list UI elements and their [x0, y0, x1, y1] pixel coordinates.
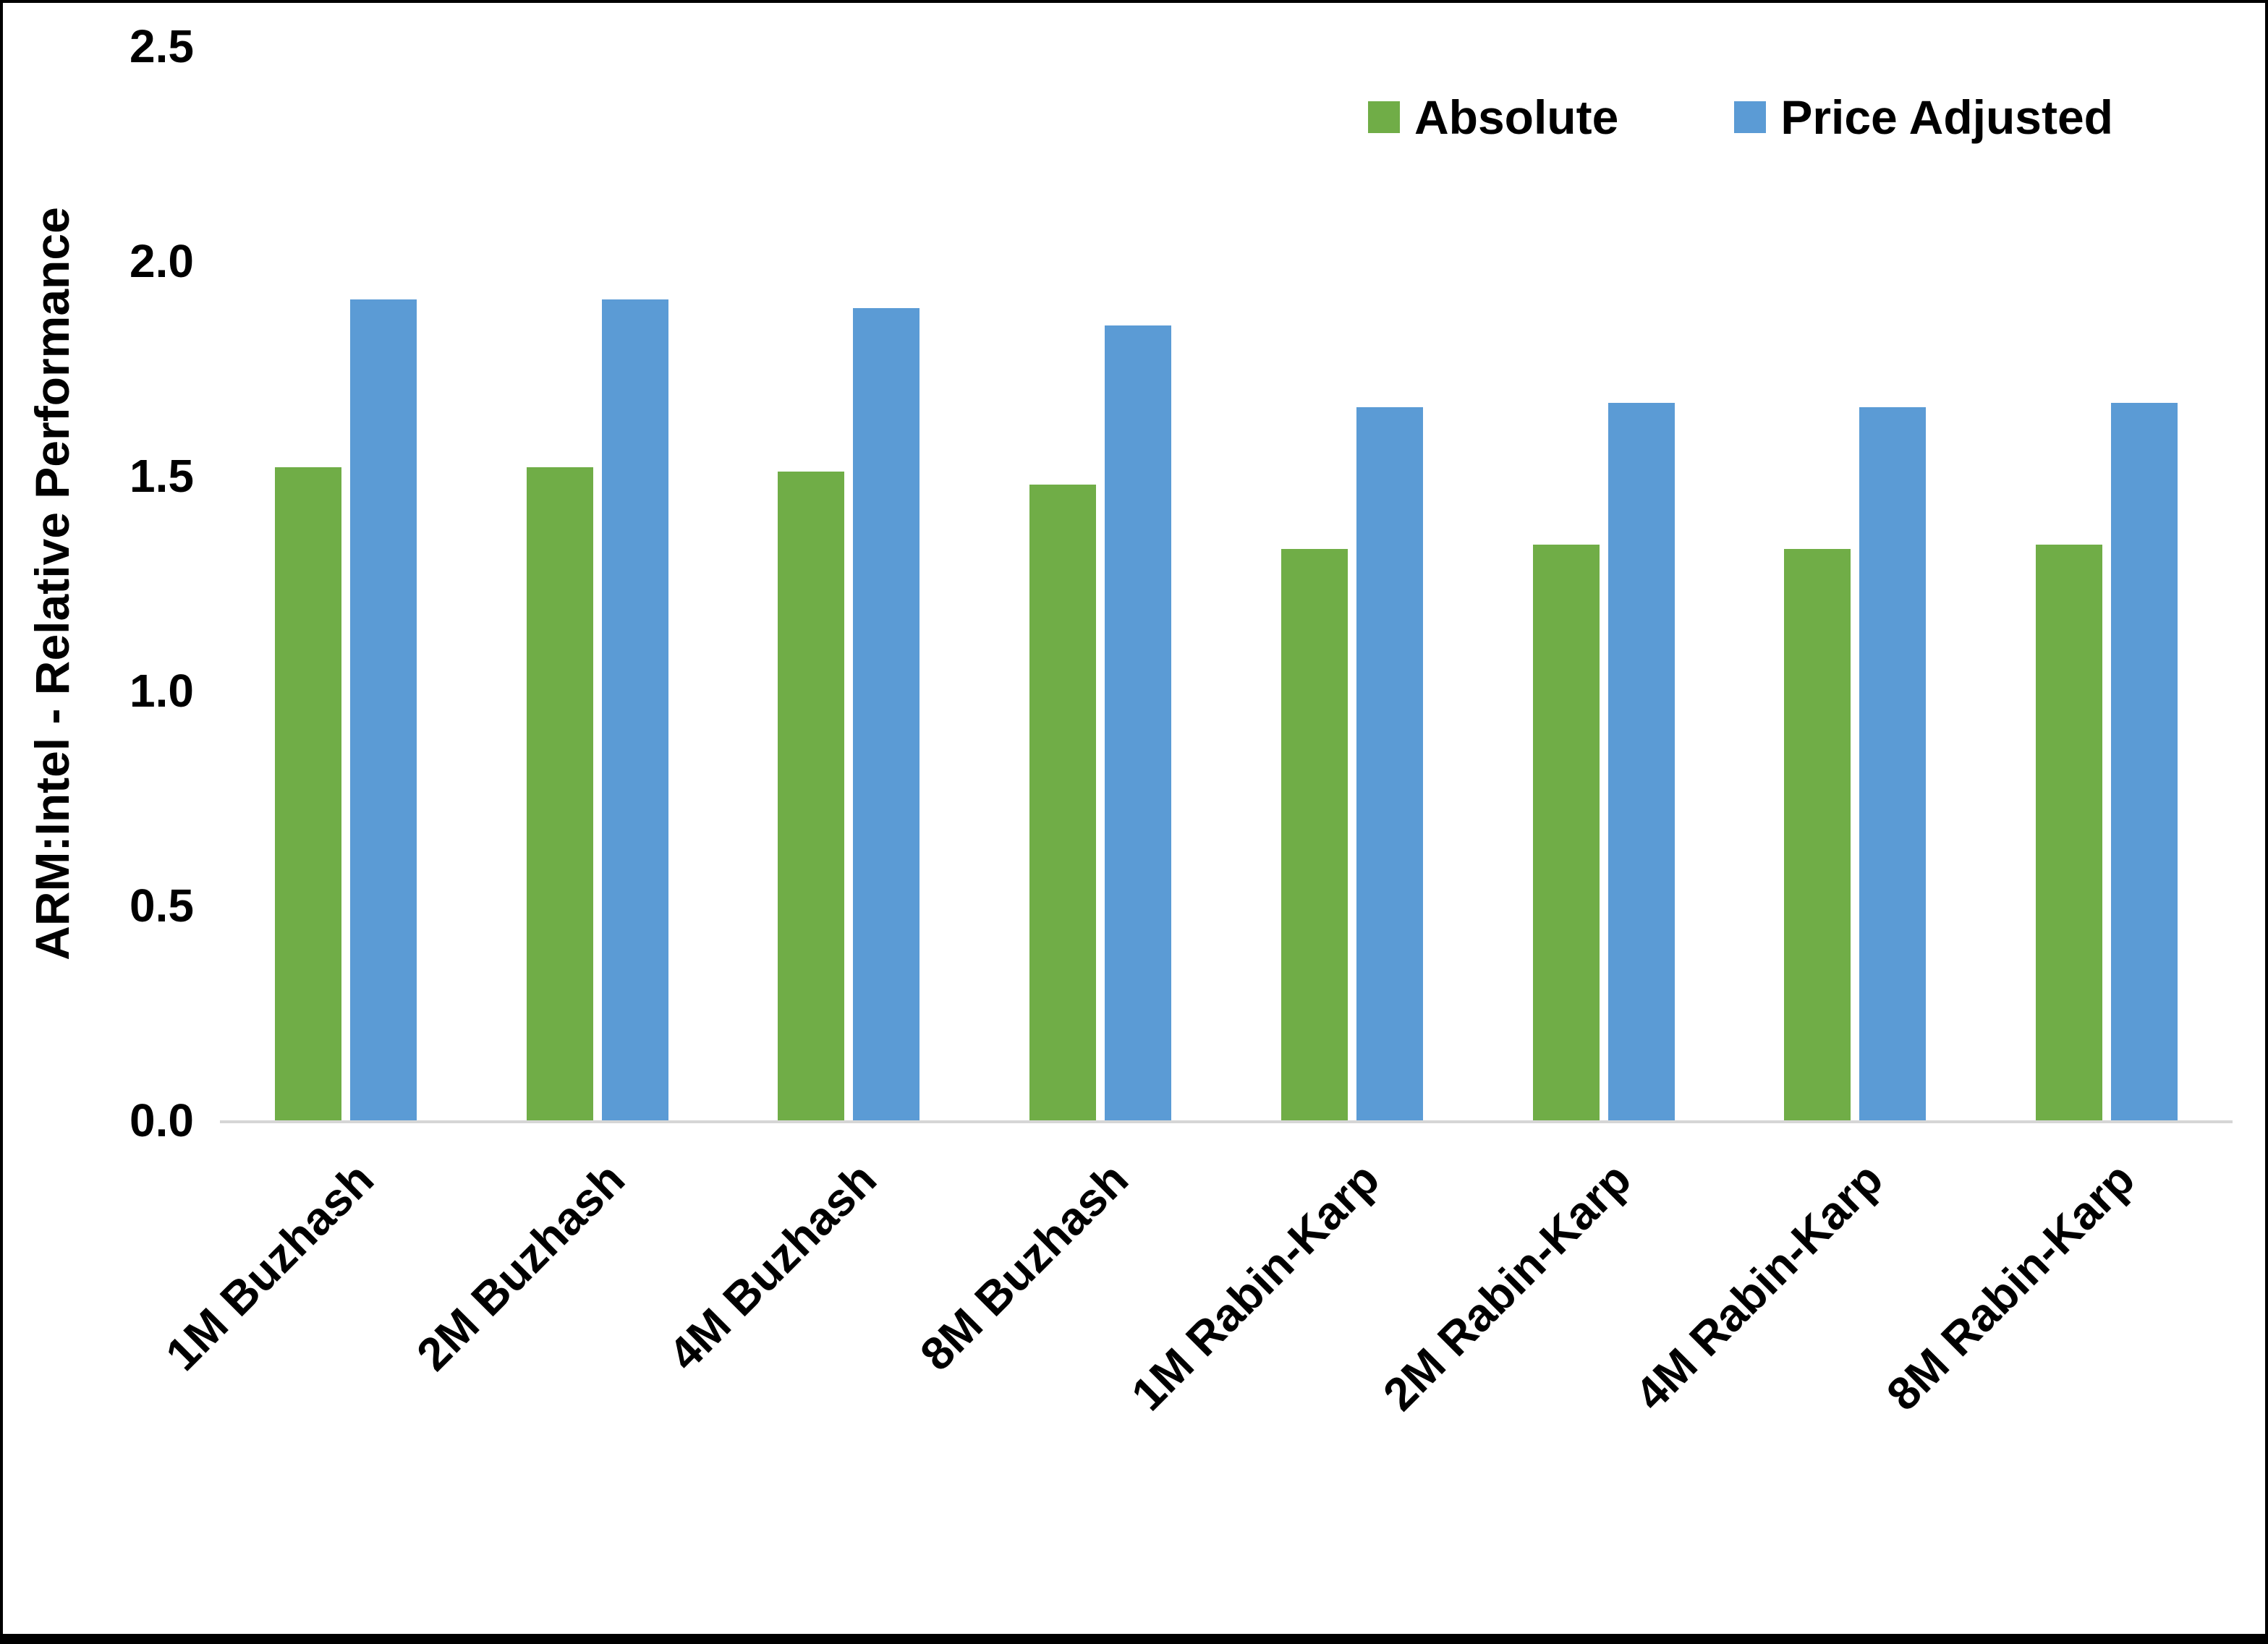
legend-swatch-icon	[1734, 101, 1767, 133]
x-tick-label: 2M Buzhash	[407, 1152, 635, 1381]
bar-group-1m-buzhash	[274, 46, 417, 1120]
bar-price-adjusted-2m-buzhash	[601, 299, 668, 1120]
x-tick-label: 8M Buzhash	[909, 1152, 1138, 1381]
y-tick-label: 1.5	[129, 450, 194, 502]
bar-absolute-1m-rabin-karp	[1280, 548, 1348, 1120]
x-tick-label: 4M Rabin-Karp	[1624, 1152, 1893, 1421]
bar-absolute-2m-buzhash	[526, 467, 593, 1120]
y-tick-label: 1.0	[129, 665, 194, 717]
legend-label: Absolute	[1414, 90, 1619, 144]
y-axis-ticks: 0.0 0.5 1.0 1.5 2.0 2.5	[88, 23, 211, 1143]
bar-absolute-8m-buzhash	[1029, 484, 1097, 1120]
x-tick-label: 1M Rabin-Karp	[1121, 1152, 1390, 1421]
x-tick-label: 1M Buzhash	[155, 1152, 383, 1381]
bar-group-1m-rabin-karp	[1280, 46, 1423, 1120]
x-tick-label: 2M Rabin-Karp	[1373, 1152, 1641, 1421]
bar-absolute-1m-buzhash	[274, 467, 341, 1120]
y-axis-title: ARM:Intel - Relative Performance	[16, 46, 88, 1120]
bar-group-2m-buzhash	[526, 46, 668, 1120]
legend-label: Price Adjusted	[1780, 90, 2113, 144]
legend-swatch-icon	[1367, 101, 1400, 133]
bar-price-adjusted-4m-buzhash	[853, 308, 920, 1120]
bar-price-adjusted-1m-buzhash	[349, 299, 417, 1120]
bar-price-adjusted-4m-rabin-karp	[1859, 406, 1927, 1120]
bar-group-8m-buzhash	[1029, 46, 1172, 1120]
x-tick-label: 4M Buzhash	[658, 1152, 886, 1381]
bar-absolute-8m-rabin-karp	[2036, 545, 2103, 1120]
bar-price-adjusted-8m-buzhash	[1105, 325, 1172, 1120]
legend: Absolute Price Adjusted	[1367, 90, 2113, 145]
legend-item-price-adjusted: Price Adjusted	[1734, 90, 2113, 145]
y-tick-label: 0.5	[129, 880, 194, 932]
bar-chart-figure: ARM:Intel - Relative Performance 0.0 0.5 1…	[3, 3, 2265, 1634]
x-axis-labels: 1M Buzhash 2M Buzhash 4M Buzhash 8M Buzhash…	[156, 1123, 2233, 1572]
bar-price-adjusted-8m-rabin-karp	[2111, 403, 2178, 1120]
y-tick-label: 0.0	[129, 1094, 194, 1146]
y-axis-title-text: ARM:Intel - Relative Performance	[25, 206, 80, 961]
y-tick-label: 2.0	[129, 235, 194, 287]
bar-group-4m-buzhash	[778, 46, 920, 1120]
bar-absolute-2m-rabin-karp	[1532, 545, 1600, 1120]
bar-group-2m-rabin-karp	[1532, 46, 1675, 1120]
y-tick-label: 2.5	[129, 20, 194, 72]
x-tick-label: 8M Rabin-Karp	[1876, 1152, 2144, 1421]
legend-item-absolute: Absolute	[1367, 90, 1619, 145]
bar-group-4m-rabin-karp	[1784, 46, 1927, 1120]
bar-price-adjusted-1m-rabin-karp	[1356, 406, 1423, 1120]
bar-price-adjusted-2m-rabin-karp	[1607, 403, 1675, 1120]
bar-absolute-4m-rabin-karp	[1784, 548, 1851, 1120]
plot-area	[220, 46, 2233, 1123]
bar-group-8m-rabin-karp	[2036, 46, 2178, 1120]
bar-absolute-4m-buzhash	[778, 472, 845, 1120]
